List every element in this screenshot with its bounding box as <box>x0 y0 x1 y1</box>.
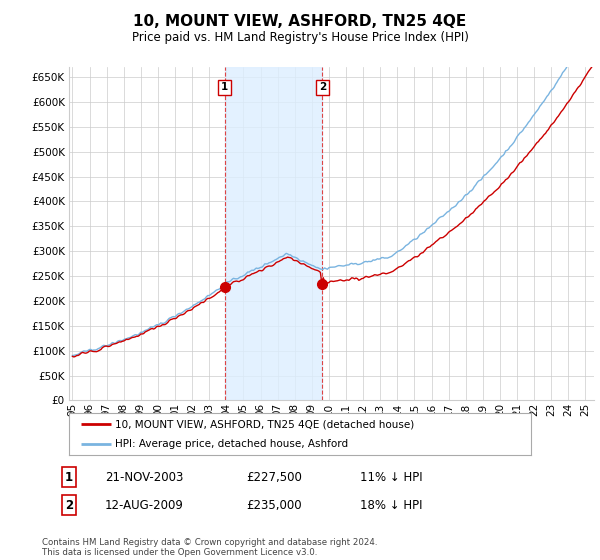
Text: Contains HM Land Registry data © Crown copyright and database right 2024.
This d: Contains HM Land Registry data © Crown c… <box>42 538 377 557</box>
Text: 11% ↓ HPI: 11% ↓ HPI <box>360 470 422 484</box>
Text: 2: 2 <box>65 498 73 512</box>
Text: 10, MOUNT VIEW, ASHFORD, TN25 4QE (detached house): 10, MOUNT VIEW, ASHFORD, TN25 4QE (detac… <box>115 419 415 430</box>
Text: 12-AUG-2009: 12-AUG-2009 <box>105 498 184 512</box>
Text: 1: 1 <box>65 470 73 484</box>
Text: 18% ↓ HPI: 18% ↓ HPI <box>360 498 422 512</box>
Text: 2: 2 <box>319 82 326 92</box>
Text: 1: 1 <box>221 82 228 92</box>
Bar <box>224 67 322 400</box>
Text: £235,000: £235,000 <box>246 498 302 512</box>
Text: 21-NOV-2003: 21-NOV-2003 <box>105 470 184 484</box>
Text: HPI: Average price, detached house, Ashford: HPI: Average price, detached house, Ashf… <box>115 439 349 449</box>
Text: Price paid vs. HM Land Registry's House Price Index (HPI): Price paid vs. HM Land Registry's House … <box>131 31 469 44</box>
Text: £227,500: £227,500 <box>246 470 302 484</box>
Text: 10, MOUNT VIEW, ASHFORD, TN25 4QE: 10, MOUNT VIEW, ASHFORD, TN25 4QE <box>133 14 467 29</box>
